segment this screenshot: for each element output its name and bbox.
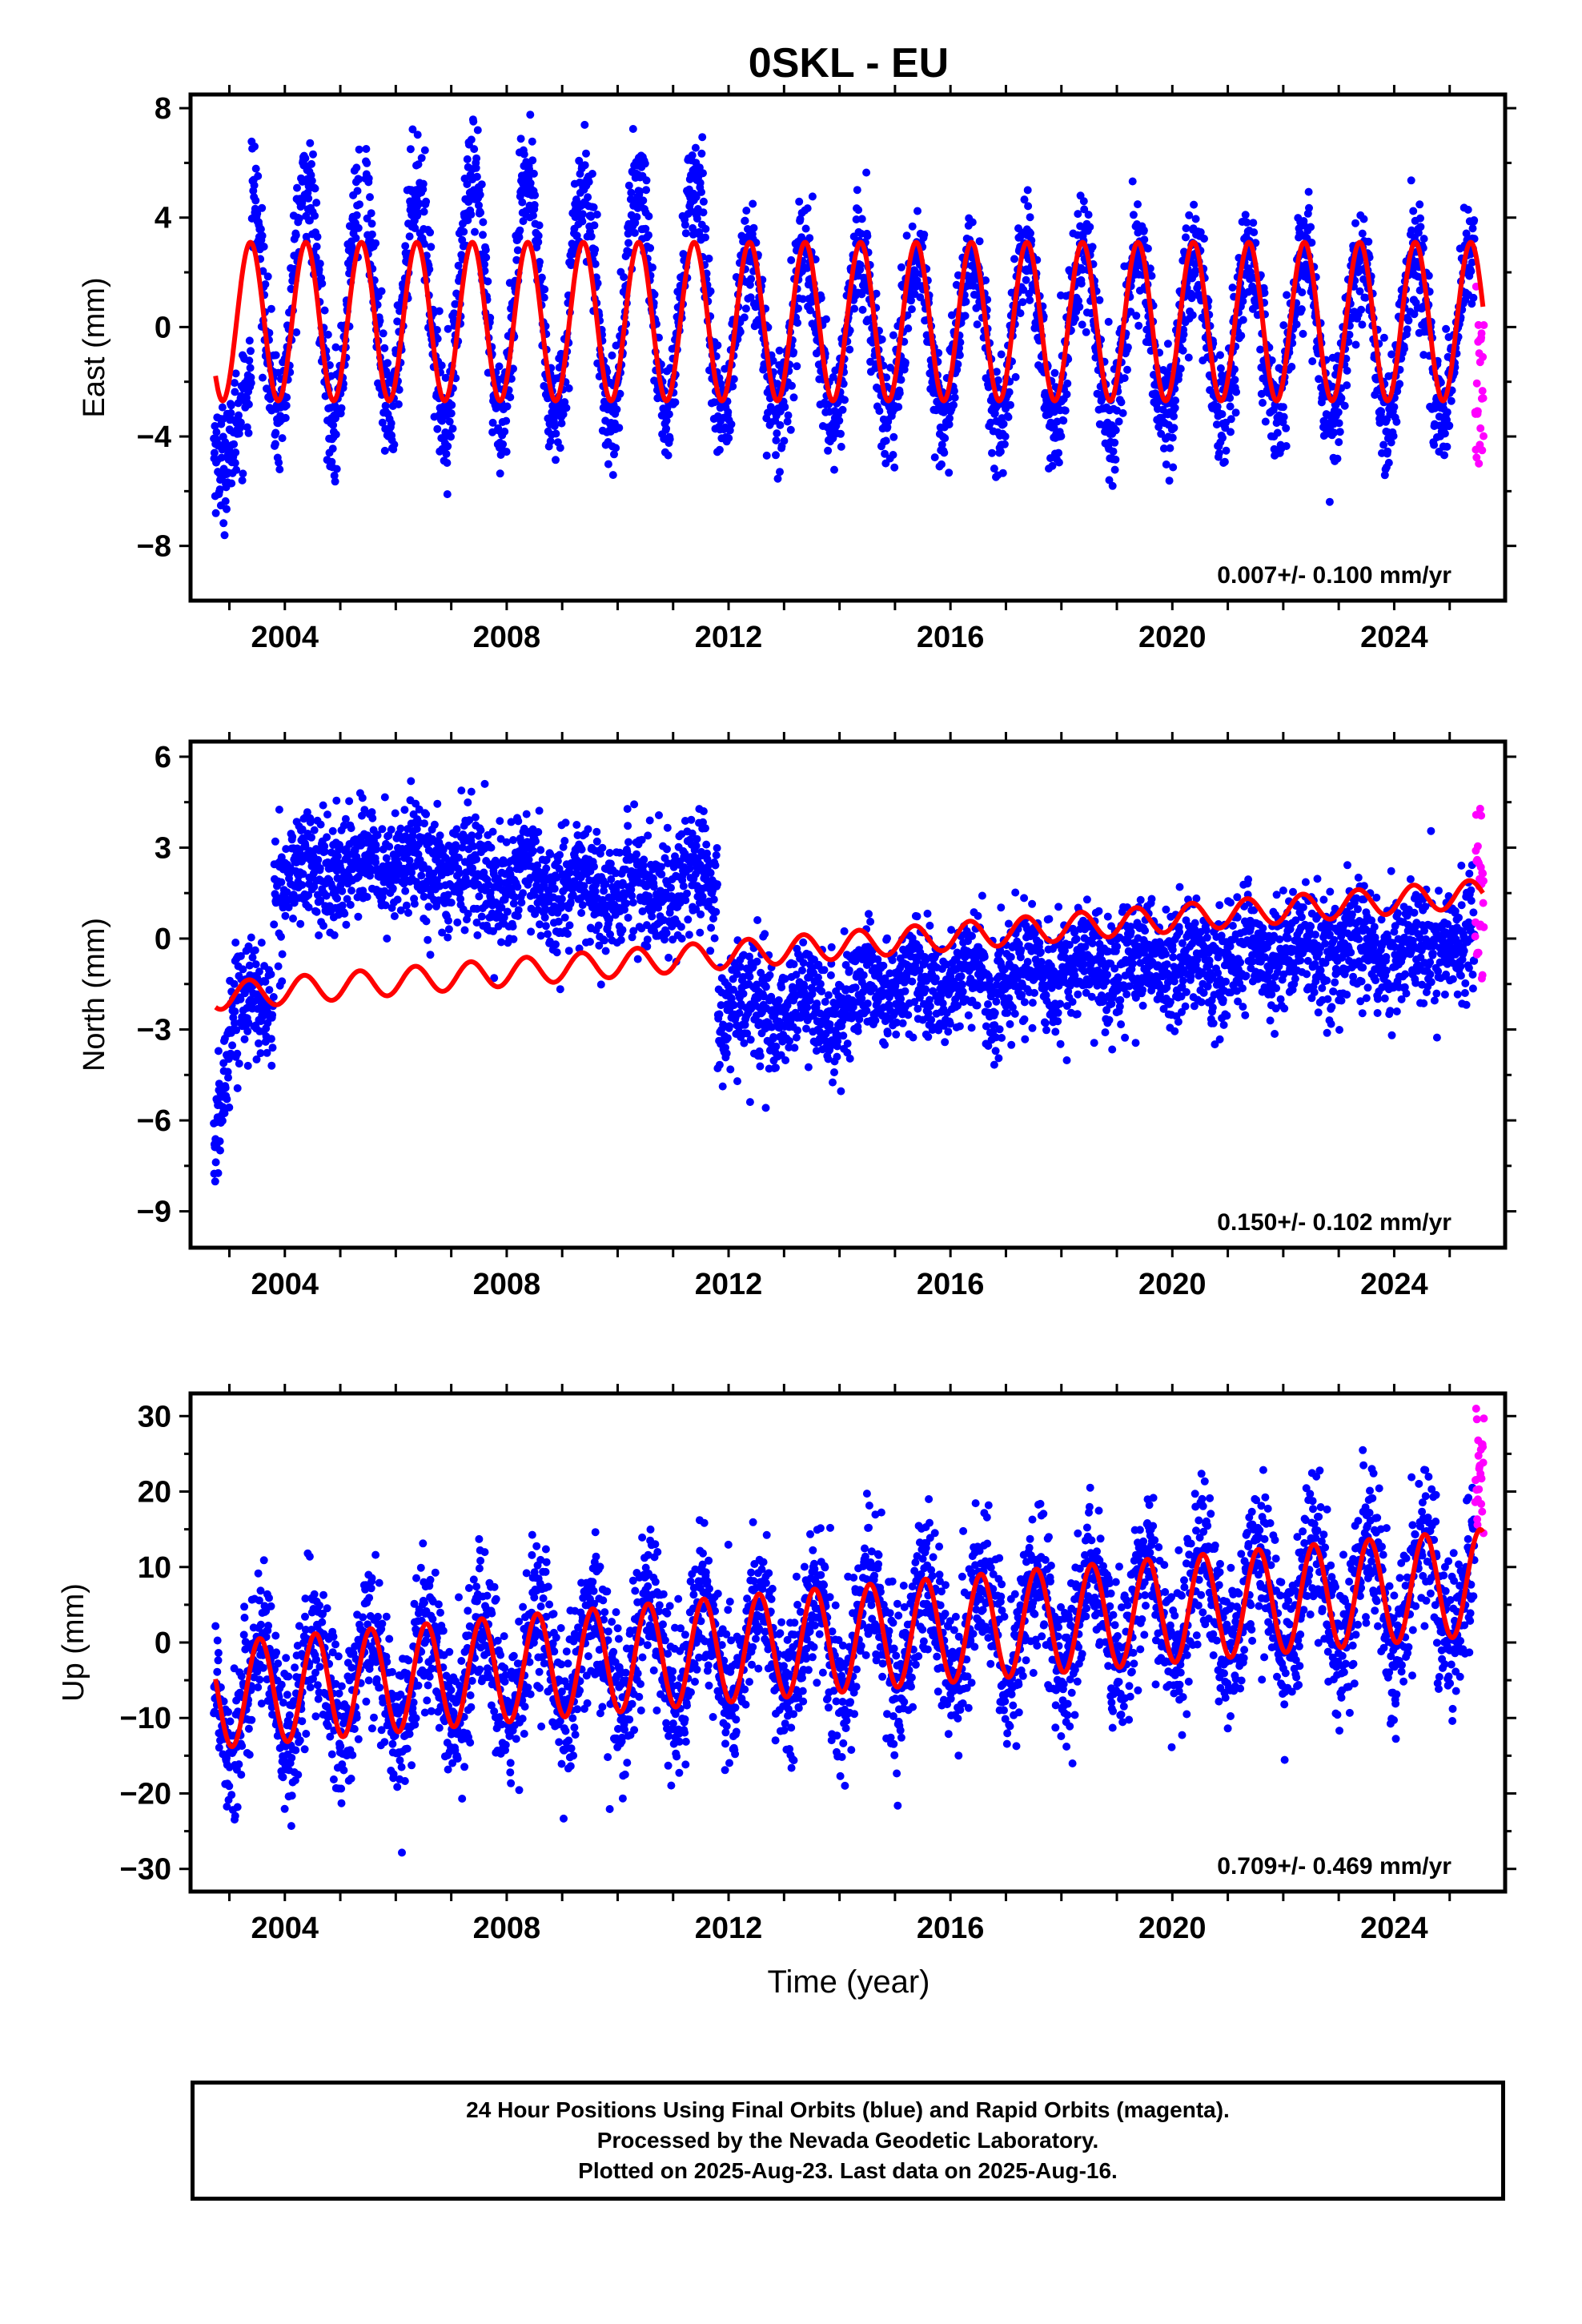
y-tick-label: −8 (137, 530, 171, 564)
y-axis-label: East (mm) (78, 277, 111, 417)
y-tick-label: 3 (155, 831, 171, 865)
panel-east: 2004 2008 2012 2016 2020 2024 −8 −4 0 4 8 East (mm)… (78, 85, 1516, 654)
final-orbit-points (210, 1445, 1479, 1857)
y-tick-label: −9 (137, 1196, 171, 1229)
y-axis-label: North (mm) (78, 918, 111, 1072)
rapid-orbit-points (1471, 282, 1488, 468)
x-tick-label: 2024 (1360, 621, 1428, 654)
y-axis: −30 −20 −10 0 10 20 30 (120, 1400, 1516, 1887)
y-axis: −9 −6 −3 0 3 6 (137, 741, 1516, 1229)
x-tick-label: 2004 (251, 1268, 319, 1301)
rate-label-north: 0.150+/- 0.102 mm/yr (1217, 1209, 1452, 1236)
y-tick-label: −30 (120, 1853, 171, 1887)
panel-north: 2004 2008 2012 2016 2020 2024 −9 −6 −3 0 3 6 North (… (78, 732, 1516, 1301)
y-tick-label: −20 (120, 1777, 171, 1811)
chart-title: 0SKL - EU (749, 40, 949, 86)
x-tick-label: 2012 (695, 621, 763, 654)
x-tick-label: 2012 (695, 1912, 763, 1945)
y-tick-label: −10 (120, 1702, 171, 1735)
data-points (210, 777, 1488, 1186)
y-tick-label: 0 (155, 311, 171, 344)
y-tick-label: 6 (155, 741, 171, 774)
rapid-orbit-points (1471, 1405, 1488, 1538)
model-fit-line (213, 239, 1486, 404)
rate-label-up: 0.709+/- 0.469 mm/yr (1217, 1853, 1452, 1880)
y-tick-label: 20 (138, 1476, 171, 1510)
caption-line-plotted: Plotted on 2025-Aug-23. Last data on 202… (578, 2158, 1118, 2183)
plot-frame (188, 739, 1508, 1250)
caption-line-orbits: 24 Hour Positions Using Final Orbits (bl… (466, 2097, 1230, 2122)
model-fit-line (213, 1526, 1485, 1750)
x-axis: 2004 2008 2012 2016 2020 2024 (227, 85, 1452, 654)
y-tick-label: 0 (155, 1626, 171, 1660)
x-tick-label: 2016 (917, 1268, 985, 1301)
rate-label-east: 0.007+/- 0.100 mm/yr (1217, 562, 1452, 589)
x-tick-label: 2008 (473, 1268, 541, 1301)
x-tick-label: 2020 (1138, 1268, 1207, 1301)
y-tick-label: 30 (138, 1400, 171, 1433)
plot-frame (188, 92, 1508, 603)
x-tick-label: 2016 (917, 621, 985, 654)
y-axis-label: Up (mm) (57, 1583, 90, 1702)
panel-up: 2004 2008 2012 2016 2020 2024 −30 −20 −10 0 10 20 30… (57, 1384, 1516, 2000)
data-points (210, 111, 1488, 540)
model-fit-line (213, 878, 1485, 1012)
x-tick-label: 2024 (1360, 1268, 1428, 1301)
data-points (210, 1405, 1488, 1857)
y-tick-label: −6 (137, 1104, 171, 1138)
x-tick-label: 2016 (917, 1912, 985, 1945)
x-tick-label: 2020 (1138, 621, 1207, 654)
caption-box: 24 Hour Positions Using Final Orbits (bl… (191, 2081, 1505, 2201)
x-axis-label: Time (year) (768, 1964, 930, 2000)
x-tick-label: 2024 (1360, 1912, 1428, 1945)
y-tick-label: 8 (155, 92, 171, 126)
x-axis: 2004 2008 2012 2016 2020 2024 (227, 732, 1452, 1301)
y-tick-label: 10 (138, 1551, 171, 1585)
x-tick-label: 2020 (1138, 1912, 1207, 1945)
x-tick-label: 2008 (473, 1912, 541, 1945)
x-tick-label: 2012 (695, 1268, 763, 1301)
caption-line-processed: Processed by the Nevada Geodetic Laborat… (596, 2128, 1099, 2153)
x-tick-label: 2004 (251, 1912, 319, 1945)
y-axis: −8 −4 0 4 8 (137, 92, 1516, 564)
y-tick-label: −4 (137, 420, 171, 454)
y-tick-label: 0 (155, 923, 171, 956)
y-tick-label: 4 (155, 202, 171, 235)
x-axis: 2004 2008 2012 2016 2020 2024 (227, 1384, 1452, 1945)
x-tick-label: 2008 (473, 621, 541, 654)
x-tick-label: 2004 (251, 621, 319, 654)
rapid-orbit-points (1471, 804, 1488, 983)
y-tick-label: −3 (137, 1014, 171, 1047)
final-orbit-points (210, 777, 1479, 1186)
